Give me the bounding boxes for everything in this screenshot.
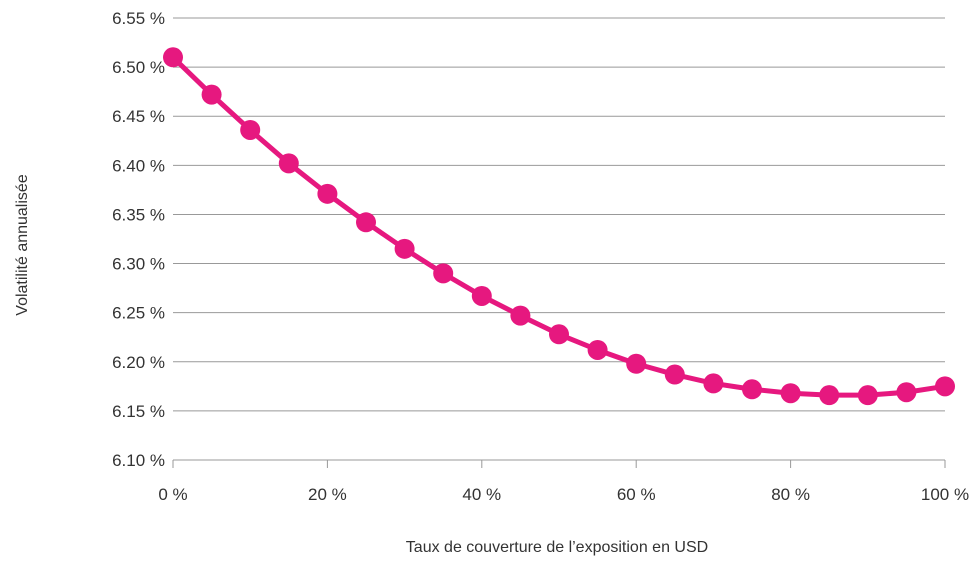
x-tick-label: 40 %	[462, 485, 501, 504]
y-tick-label: 6.10 %	[112, 451, 165, 470]
x-tick-label: 100 %	[921, 485, 969, 504]
y-axis-ticks: 6.10 % 6.15 % 6.20 % 6.25 % 6.30 % 6.35 % 6.40…	[112, 9, 165, 470]
y-tick-label: 6.20 %	[112, 353, 165, 372]
y-tick-label: 6.35 %	[112, 205, 165, 224]
y-tick-label: 6.25 %	[112, 304, 165, 323]
data-point	[896, 382, 917, 403]
y-axis-title: Volatilité annualisée	[14, 174, 31, 316]
data-point	[433, 263, 454, 284]
series-line	[171, 55, 946, 398]
data-point	[664, 364, 685, 385]
y-tick-label: 6.55 %	[112, 9, 165, 28]
gridlines	[173, 17, 945, 461]
y-tick-label: 6.40 %	[112, 156, 165, 175]
data-point	[317, 183, 338, 204]
data-point	[935, 376, 955, 397]
x-tick-label: 20 %	[308, 485, 347, 504]
series-group	[163, 47, 955, 406]
x-axis-title: Taux de couverture de l’exposition en US…	[406, 539, 708, 556]
data-point	[278, 153, 299, 174]
data-point	[703, 373, 724, 394]
data-point	[857, 385, 878, 406]
data-point	[201, 84, 222, 105]
data-point	[510, 305, 531, 326]
y-tick-label: 6.45 %	[112, 107, 165, 126]
data-point	[356, 212, 376, 233]
y-tick-label: 6.15 %	[112, 402, 165, 421]
data-point	[394, 238, 415, 259]
data-point	[587, 339, 608, 360]
x-tick-label: 60 %	[617, 485, 656, 504]
x-tick-label: 80 %	[771, 485, 810, 504]
data-point	[780, 383, 801, 404]
data-point	[626, 353, 647, 374]
data-point	[163, 47, 183, 68]
data-point	[549, 324, 569, 345]
x-axis-ticks: 0 % 20 % 40 % 60 % 80 % 100 %	[158, 460, 969, 504]
data-point	[471, 285, 492, 306]
x-tick-label: 0 %	[158, 485, 187, 504]
data-point	[240, 119, 261, 140]
y-tick-label: 6.50 %	[112, 58, 165, 77]
data-point	[742, 379, 762, 400]
y-tick-label: 6.30 %	[112, 255, 165, 274]
data-point	[819, 385, 840, 406]
